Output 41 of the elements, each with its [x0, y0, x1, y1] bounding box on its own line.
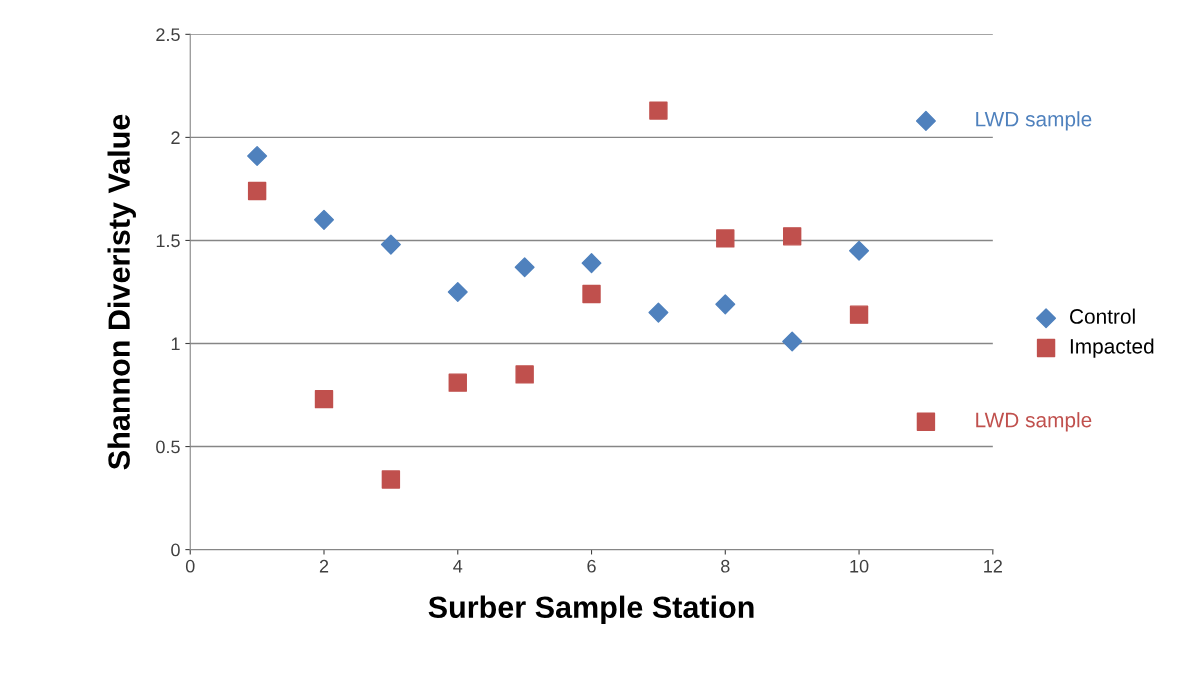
point — [649, 101, 668, 120]
x-axis-title: Surber Sample Station — [428, 595, 754, 625]
y-tick-label: 0.5 — [156, 440, 180, 454]
point — [380, 234, 401, 255]
x-tick-label: 8 — [721, 559, 730, 573]
point — [582, 284, 601, 304]
legend-label: Impacted — [1070, 338, 1154, 358]
point — [581, 253, 602, 274]
point — [716, 229, 735, 248]
y-tick-label: 2 — [171, 131, 180, 144]
point — [782, 331, 803, 352]
legend-label: Control — [1070, 308, 1135, 324]
x-tick-label: 0 — [185, 559, 195, 573]
y-tick-label: 2.5 — [156, 28, 180, 42]
x-tick-label: 6 — [587, 559, 596, 573]
point — [247, 181, 267, 201]
y-tick-label: 1 — [171, 337, 180, 351]
point — [515, 365, 534, 384]
point — [314, 389, 334, 409]
point — [247, 145, 268, 166]
x-tick-label: 4 — [453, 559, 463, 573]
point — [381, 470, 401, 489]
y-axis-title: Shannon Diveristy Value — [107, 114, 136, 470]
point — [313, 209, 335, 230]
point — [915, 110, 936, 131]
y-tick-label: 1.5 — [156, 234, 180, 248]
x-tick-label: 12 — [984, 559, 1002, 573]
point — [514, 257, 535, 278]
point — [448, 373, 467, 392]
point — [782, 227, 802, 246]
y-tick-label: 0 — [171, 543, 180, 557]
x-tick-label: 2 — [319, 559, 329, 573]
point — [715, 294, 736, 315]
annotation: LWD sample — [976, 412, 1092, 432]
point — [849, 240, 870, 261]
point — [648, 302, 669, 323]
x-tick-label: 10 — [850, 559, 869, 573]
annotation: LWD sample — [976, 111, 1092, 131]
point — [447, 281, 468, 302]
point — [849, 305, 869, 324]
point — [916, 412, 936, 432]
